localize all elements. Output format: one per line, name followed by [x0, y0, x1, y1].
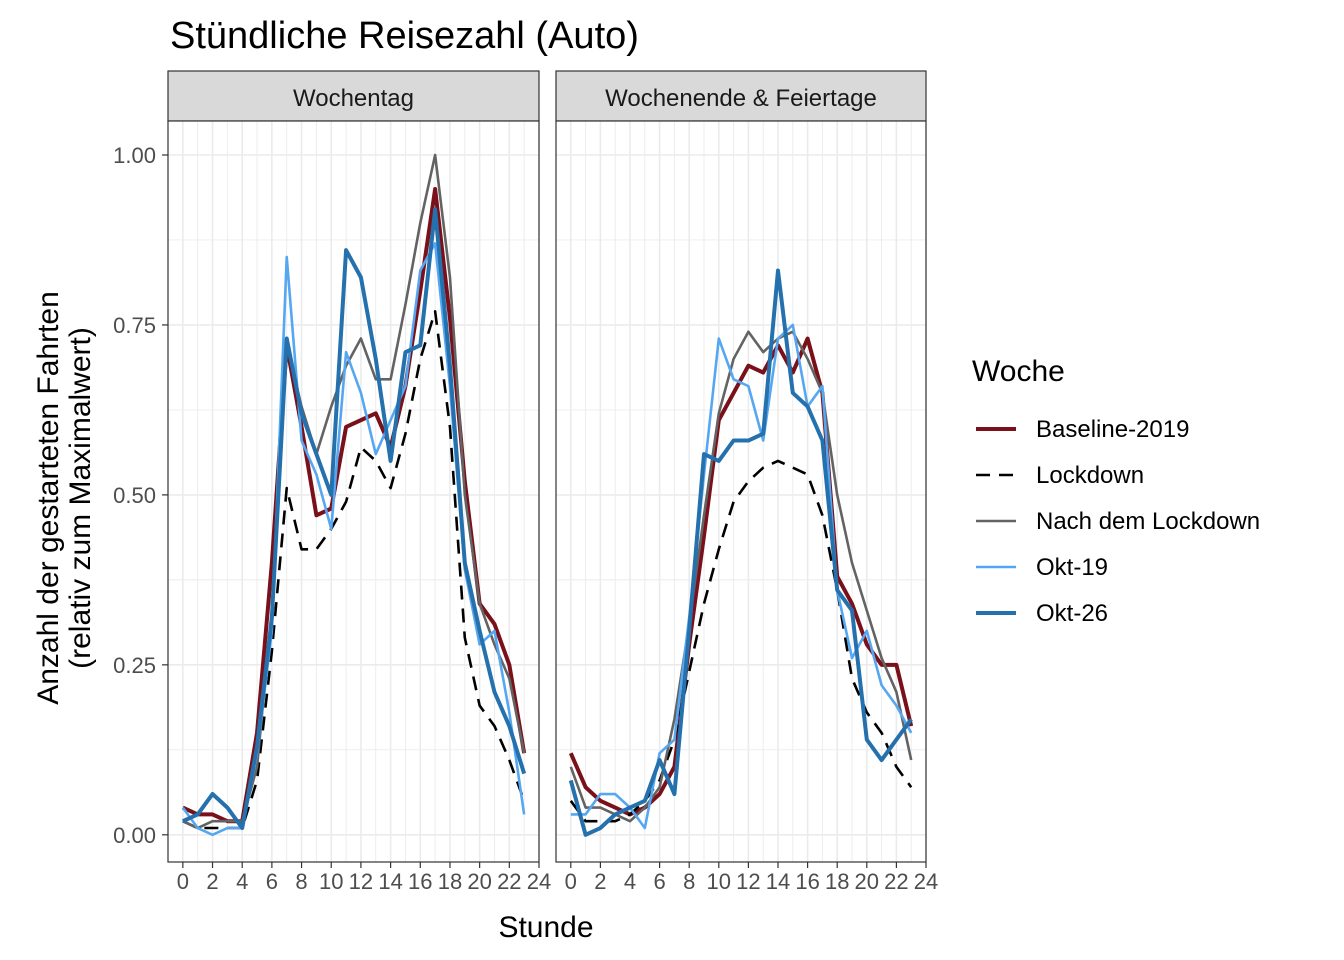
x-tick-label: 24	[527, 869, 551, 894]
facet-strip-label: Wochenende & Feiertage	[605, 85, 877, 112]
panel-border	[167, 120, 540, 863]
x-tick-label: 4	[236, 869, 248, 894]
x-tick-label: 6	[266, 869, 278, 894]
x-tick-label: 18	[825, 869, 849, 894]
x-tick-label: 4	[624, 869, 636, 894]
x-tick-label: 6	[653, 869, 665, 894]
y-tick-label: 1.00	[113, 143, 156, 168]
x-tick-label: 12	[736, 869, 760, 894]
series-line-nach-dem-lockdown	[182, 153, 526, 830]
facet-strip	[167, 70, 540, 122]
x-tick-label: 24	[914, 869, 938, 894]
legend-label: Okt-19	[1036, 554, 1108, 581]
legend-label: Nach dem Lockdown	[1036, 508, 1260, 535]
y-axis-title-line-1: Anzahl der gestarteten Fahrten	[32, 291, 65, 705]
x-tick-label: 2	[206, 869, 218, 894]
series-lines	[181, 153, 527, 837]
legend-item-lockdown: Lockdown	[976, 462, 1144, 489]
x-tick-label: 20	[855, 869, 879, 894]
x-tick-label: 12	[349, 869, 373, 894]
series-line-okt-26	[568, 268, 913, 837]
x-tick-label: 14	[378, 869, 402, 894]
x-tick-label: 18	[438, 869, 462, 894]
legend-item-baseline-2019: Baseline-2019	[976, 416, 1189, 443]
y-axis-title-line-2: (relativ zum Maximalwert)	[64, 327, 97, 669]
panel-border	[555, 120, 927, 863]
x-tick-label: 10	[707, 869, 731, 894]
series-line-okt-26	[182, 207, 527, 831]
plot-background	[168, 121, 539, 862]
x-tick-label: 2	[594, 869, 606, 894]
legend-label: Okt-26	[1036, 600, 1108, 627]
legend-label: Lockdown	[1036, 462, 1144, 489]
x-tick-label: 10	[319, 869, 343, 894]
x-tick-label: 14	[766, 869, 790, 894]
series-line-lockdown	[569, 459, 913, 823]
x-tick-label: 16	[795, 869, 819, 894]
series-line-nach-dem-lockdown	[569, 330, 913, 823]
series-line-baseline-2019	[568, 336, 914, 817]
x-tick-label: 0	[177, 869, 189, 894]
facet-strip-label: Wochentag	[293, 85, 414, 112]
legend: Woche Baseline-2019 Lockdown Nach dem Lock…	[972, 355, 1260, 627]
y-tick-label: 0.25	[113, 653, 156, 678]
x-tick-label: 22	[884, 869, 908, 894]
x-tick-label: 8	[683, 869, 695, 894]
y-tick-label: 0.00	[113, 823, 156, 848]
x-axis: 0 2 4 6 8 10 12 14 16 18 20 22 24	[565, 862, 938, 894]
series-line-okt-19	[570, 323, 913, 830]
x-axis: 0 2 4 6 8 10 12 14 16 18 20 22 24	[177, 862, 551, 894]
gridlines	[555, 121, 927, 862]
y-axis: 0.00 0.25 0.50 0.75 1.00	[113, 143, 168, 848]
x-tick-label: 16	[408, 869, 432, 894]
x-tick-label: 22	[497, 869, 521, 894]
legend-title: Woche	[972, 355, 1065, 388]
chart-title: Stündliche Reisezahl (Auto)	[170, 15, 639, 57]
series-lines	[568, 268, 914, 837]
legend-item-nach-dem-lockdown: Nach dem Lockdown	[976, 508, 1260, 535]
facet-strip	[555, 70, 927, 122]
y-tick-label: 0.75	[113, 313, 156, 338]
legend-label: Baseline-2019	[1036, 416, 1189, 443]
legend-item-okt-26: Okt-26	[976, 600, 1108, 627]
x-tick-label: 20	[467, 869, 491, 894]
x-tick-label: 8	[295, 869, 307, 894]
x-axis-title: Stunde	[498, 911, 593, 944]
legend-item-okt-19: Okt-19	[976, 554, 1108, 581]
x-tick-label: 0	[565, 869, 577, 894]
y-axis-title: Anzahl der gestarteten Fahrten (relativ …	[32, 291, 97, 705]
y-tick-label: 0.50	[113, 483, 156, 508]
